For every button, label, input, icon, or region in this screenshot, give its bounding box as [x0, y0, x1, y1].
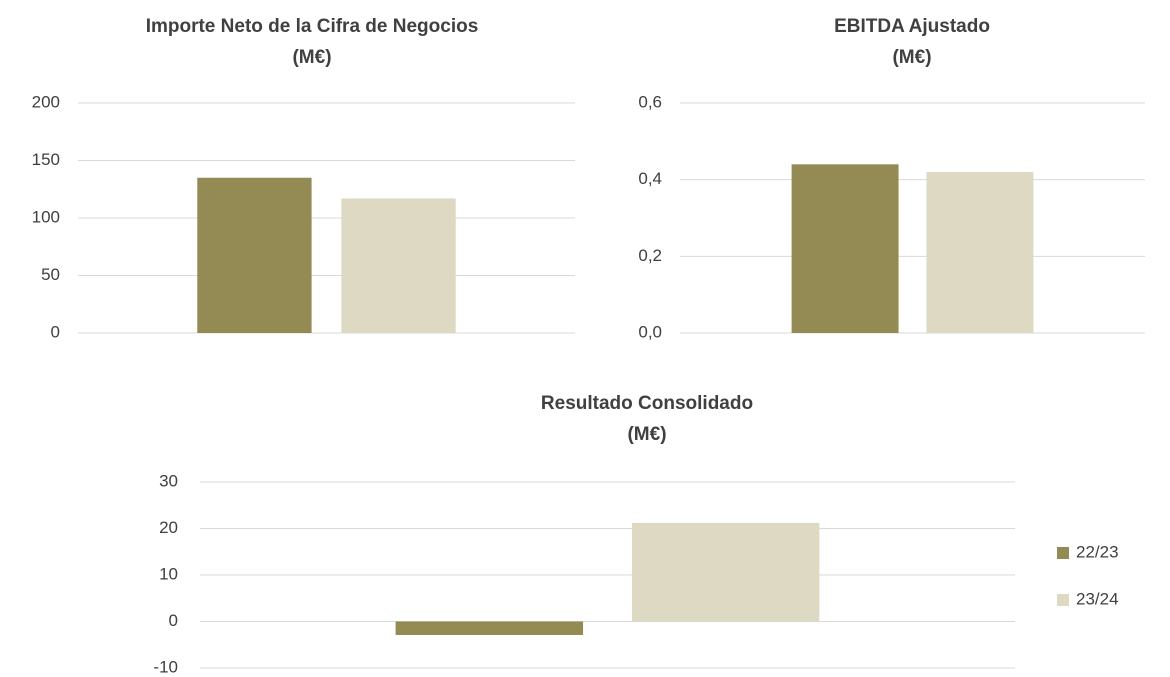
- y-tick-label: -10: [153, 657, 178, 676]
- y-tick-label: 20: [159, 518, 178, 537]
- y-tick-label: 50: [41, 265, 60, 284]
- legend-label: 22/23: [1076, 542, 1119, 561]
- y-tick-label: 200: [32, 92, 60, 111]
- chart-title: (M€): [292, 47, 331, 68]
- y-tick-label: 0: [169, 611, 178, 630]
- y-tick-label: 0,4: [638, 169, 662, 188]
- bar: [197, 177, 312, 333]
- bar: [791, 164, 899, 333]
- chart-title: Resultado Consolidado: [541, 393, 753, 414]
- legend-swatch: [1057, 594, 1069, 606]
- chart-title: EBITDA Ajustado: [834, 16, 990, 37]
- y-tick-label: 30: [159, 471, 178, 490]
- bar: [926, 172, 1034, 333]
- legend-label: 23/24: [1076, 589, 1119, 608]
- bar: [631, 522, 820, 622]
- chart-title: (M€): [892, 47, 931, 68]
- chart-title: (M€): [627, 424, 666, 445]
- chart-title: Importe Neto de la Cifra de Negocios: [146, 16, 479, 37]
- y-tick-label: 100: [32, 207, 60, 226]
- bar: [341, 198, 456, 333]
- y-tick-label: 0,2: [638, 246, 662, 265]
- y-tick-label: 0,0: [638, 322, 662, 341]
- legend-swatch: [1057, 547, 1069, 559]
- y-tick-label: 0: [51, 322, 60, 341]
- y-tick-label: 150: [32, 150, 60, 169]
- bar: [395, 621, 584, 635]
- y-tick-label: 10: [159, 564, 178, 583]
- y-tick-label: 0,6: [638, 92, 662, 111]
